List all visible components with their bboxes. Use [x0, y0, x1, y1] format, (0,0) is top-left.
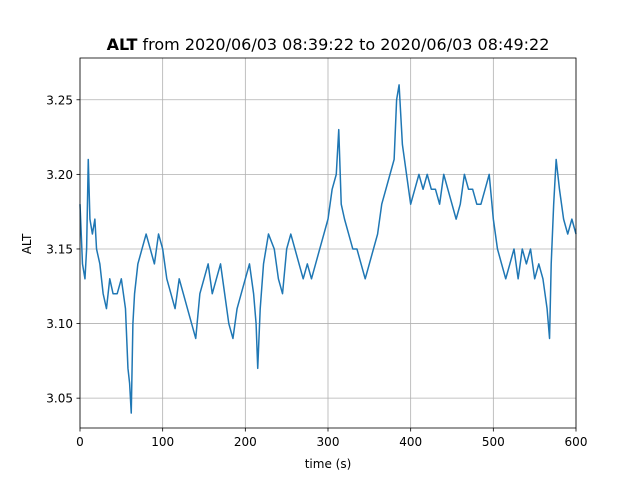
y-axis: 3.05 3.10 3.15 3.20 3.25	[46, 93, 80, 406]
x-axis: 0 100 200 300 400 500 600	[76, 428, 587, 449]
x-tick-label: 100	[151, 435, 174, 449]
y-tick-label: 3.25	[46, 93, 73, 107]
x-tick-label: 400	[399, 435, 422, 449]
grid-lines	[79, 58, 577, 428]
plot-area	[79, 84, 577, 414]
y-tick-label: 3.20	[46, 168, 73, 182]
chart-title: ALT from 2020/06/03 08:39:22 to 2020/06/…	[107, 35, 550, 54]
x-axis-label: time (s)	[305, 457, 352, 471]
chart-title-rest: from 2020/06/03 08:39:22 to 2020/06/03 0…	[137, 35, 549, 54]
series-line	[79, 84, 577, 414]
y-tick-label: 3.10	[46, 317, 73, 331]
y-tick-label: 3.15	[46, 242, 73, 256]
x-tick-label: 200	[234, 435, 257, 449]
x-tick-label: 600	[565, 435, 588, 449]
y-axis-label: ALT	[20, 233, 34, 254]
x-tick-label: 0	[76, 435, 84, 449]
x-tick-label: 500	[482, 435, 505, 449]
chart-title-bold: ALT	[107, 35, 138, 54]
y-tick-label: 3.05	[46, 392, 73, 406]
x-tick-label: 300	[317, 435, 340, 449]
